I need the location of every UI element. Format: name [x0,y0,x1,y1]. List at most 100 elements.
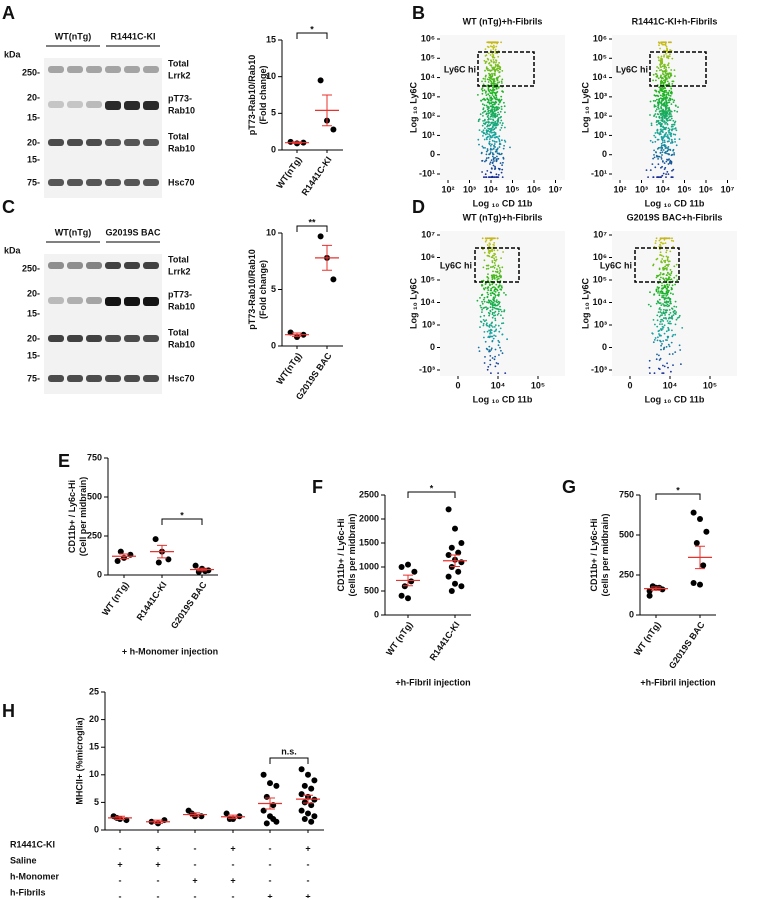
cell-dot [495,158,498,161]
cell-dot [498,275,501,278]
y-tick-label: 10⁴ [421,72,435,82]
cell-dot [647,303,650,306]
cell-dot [502,251,504,253]
cell-dot [662,311,665,313]
cell-dot [490,122,493,125]
cell-dot [661,118,664,121]
cell-dot [500,105,503,108]
cell-dot [663,279,666,282]
blot-band [124,335,140,342]
cell-dot [489,239,492,242]
cell-dot [667,163,670,165]
cell-dot [488,62,490,65]
y-tick-label: 0 [94,824,99,834]
cell-dot [482,307,485,309]
gate-label: Ly6C hi [616,64,648,74]
cell-dot [660,112,663,115]
group-label: G2019S BAC [105,227,161,237]
cell-dot [497,111,499,114]
cell-dot [489,363,492,366]
cell-dot [495,362,498,364]
cell-dot [497,300,500,303]
cell-dot [481,130,483,133]
blot-band [105,139,121,146]
cell-dot [490,118,492,120]
cell-dot [655,288,658,291]
condition-sign: + [192,875,197,885]
cell-dot [492,78,494,81]
cell-dot [486,148,489,150]
cell-dot [488,300,491,303]
cell-dot [664,265,666,268]
y-tick-label: 10⁶ [593,252,607,262]
cell-dot [490,372,492,374]
cell-dot [661,73,664,75]
cell-dot [663,63,666,66]
cell-dot [497,339,500,342]
cell-dot [492,68,495,71]
cell-dot [498,135,501,138]
x-tick-label: 10⁵ [677,184,691,194]
x-axis-label: +h-Fibril injection [395,677,470,687]
cell-dot [482,298,485,301]
kda-marker: 250- [22,263,40,273]
data-point [646,592,653,599]
cell-dot [500,115,502,118]
cell-dot [665,121,668,124]
cell-dot [669,312,672,314]
cell-dot [483,59,486,62]
cell-dot [667,237,669,240]
cell-dot [497,55,500,58]
cell-dot [665,277,667,280]
cell-dot [492,88,495,91]
cell-dot [662,115,664,117]
cell-dot [670,154,673,157]
cell-dot [669,269,672,271]
x-tick-label: R1441C-KI [135,580,169,623]
cell-dot [487,121,490,123]
blot-band [143,375,159,382]
cell-dot [487,267,490,270]
cell-dot [661,81,664,84]
cell-dot [493,262,496,264]
cell-dot [673,99,676,102]
cell-dot [499,327,502,330]
cell-dot [658,329,661,332]
cell-dot [488,345,491,348]
cell-dot [492,153,494,156]
cell-dot [657,147,660,149]
y-axis-label: pT73-Rab10/Rab10 [247,55,257,136]
condition-sign: + [230,843,235,853]
cell-dot [663,324,666,327]
cell-dot [490,237,492,240]
condition-sign: - [194,891,197,898]
cell-dot [666,284,668,286]
cell-dot [670,341,673,344]
cell-dot [500,153,502,156]
cell-dot [489,163,491,165]
cell-dot [672,101,675,103]
cell-dot [487,135,489,138]
cell-dot [669,278,671,281]
cell-dot [485,159,487,162]
cell-dot [661,288,663,290]
cell-dot [480,99,482,102]
data-point [697,581,703,588]
cell-dot [665,49,667,52]
y-tick-label: 2500 [359,489,379,499]
cell-dot [503,292,505,294]
cell-dot [664,41,667,44]
cell-dot [499,274,501,276]
cell-dot [667,326,669,329]
y-tick-label: 10⁷ [593,229,607,239]
cell-dot [488,329,490,332]
cell-dot [493,80,496,83]
cell-dot [662,129,664,131]
y-axis-label: CD11b+ / Ly6c-Hi [67,480,77,553]
cell-dot [486,295,489,298]
cell-dot [494,291,497,293]
cell-dot [488,72,490,75]
cell-dot [663,43,665,46]
cell-dot [668,138,671,140]
data-point [317,77,324,84]
